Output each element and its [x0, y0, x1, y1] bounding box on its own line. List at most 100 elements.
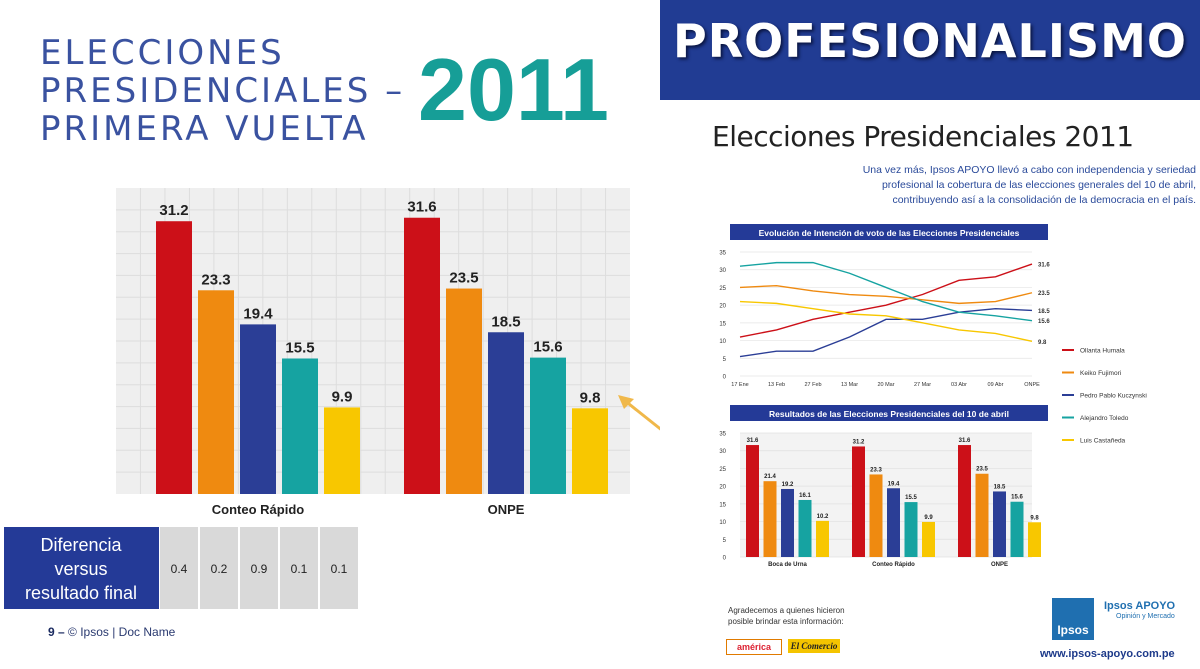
diff-value: 0.1 — [331, 562, 348, 576]
small-bar-value: 31.6 — [747, 438, 759, 444]
small-bar-value: 18.5 — [994, 484, 1006, 490]
line-xtick: 03 Abr — [951, 382, 967, 388]
diff-value: 0.2 — [211, 562, 228, 576]
difference-table: Diferencia versus resultado final 0.4 0.2 0.9… — [4, 527, 358, 609]
main-bar-chart: 31.2 23.3 19.4 15.5 9.9 Conteo Rápido 31.6 23.5… — [116, 188, 630, 517]
title-line-1: ELECCIONES — [40, 33, 285, 73]
group-label: ONPE — [488, 502, 525, 517]
line-series-3 — [739, 261, 1033, 322]
small-bar-value: 31.6 — [959, 438, 971, 444]
line-chart-title-bar — [730, 224, 1048, 240]
small-bar-1-0 — [852, 446, 865, 557]
small-bar-0-1 — [763, 481, 777, 557]
bar-conteo-1 — [198, 290, 234, 494]
bar-onpe-0 — [404, 217, 440, 494]
small-bar-ytick: 10 — [719, 520, 726, 526]
legend: Ollanta Humala Keiko Fujimori Pedro Pablo … — [1062, 348, 1147, 445]
bar-onpe-2 — [488, 332, 524, 494]
line-series-1 — [739, 284, 1033, 305]
small-bar-value: 9.8 — [1030, 515, 1039, 521]
diff-value-cell — [160, 527, 198, 609]
diff-header-line: versus — [54, 559, 107, 579]
banner: PROFESIONALISMO — [660, 0, 1200, 100]
small-bar-group-label: Boca de Urna — [768, 562, 807, 568]
small-bar-2-2 — [993, 491, 1006, 557]
bar-conteo-4 — [324, 407, 360, 494]
small-bar-2-1 — [975, 473, 989, 557]
line-ytick: 20 — [719, 304, 726, 310]
line-xtick: 09 Abr — [988, 382, 1004, 388]
line-ytick: 30 — [719, 268, 726, 274]
small-bar-value: 16.1 — [799, 493, 811, 499]
ipsos-logo: Ipsos — [1052, 598, 1094, 640]
small-bar-1-4 — [922, 521, 935, 557]
line-end-label: 23.5 — [1038, 291, 1050, 297]
small-bar-ytick: 0 — [723, 556, 727, 562]
line-ytick: 10 — [719, 339, 726, 345]
diff-value: 0.9 — [251, 562, 268, 576]
legend-label: Luis Castañeda — [1080, 438, 1126, 445]
small-bar-ytick: 30 — [719, 449, 726, 455]
small-bar-group-label: ONPE — [991, 562, 1008, 568]
page-number: 9 – — [48, 625, 65, 639]
line-ytick: 35 — [719, 251, 726, 257]
right-intro: Una vez más, Ipsos APOYO llevó a cabo co… — [862, 164, 1196, 206]
small-bar-1-2 — [887, 488, 900, 557]
small-bar-value: 15.5 — [905, 495, 917, 501]
america-logo: américa — [726, 639, 782, 655]
title-year: 2011 — [418, 40, 609, 139]
legend-label: Alejandro Toledo — [1080, 415, 1129, 422]
small-bar-ytick: 5 — [723, 538, 727, 544]
line-xtick: 17 Ene — [731, 382, 748, 388]
apoyo-subtitle: Opinión y Mercado — [1116, 613, 1175, 620]
line-end-label: 31.6 — [1038, 263, 1050, 269]
line-xtick: 27 Mar — [914, 382, 931, 388]
diff-value-cell — [200, 527, 238, 609]
line-xtick: 13 Mar — [841, 382, 858, 388]
small-bar-0-2 — [781, 488, 794, 557]
legend-label: Ollanta Humala — [1080, 348, 1125, 355]
small-bar-value: 9.9 — [924, 515, 933, 521]
thanks-text: Agradecemos a quienes hicieron posible b… — [728, 606, 845, 626]
small-bar-2-4 — [1028, 522, 1041, 557]
diff-value-cell — [240, 527, 278, 609]
title-line-2: PRESIDENCIALES – — [40, 71, 406, 111]
small-bar-value: 15.6 — [1011, 495, 1023, 501]
small-bar-0-4 — [816, 520, 829, 557]
banner-text: PROFESIONALISMO — [673, 14, 1187, 68]
line-xtick: 13 Feb — [768, 382, 785, 388]
slide-title: ELECCIONES PRESIDENCIALES – PRIMERA VUEL… — [40, 34, 405, 148]
small-bar-title: Resultados de las Elecciones Presidencia… — [769, 409, 1009, 419]
small-bar-group-label: Conteo Rápido — [872, 562, 915, 568]
legend-label: Pedro Pablo Kuczynski — [1080, 393, 1147, 400]
line-end-label: 9.8 — [1038, 340, 1047, 346]
right-page: PROFESIONALISMO Elecciones Presidenciale… — [660, 0, 1200, 669]
line-ytick: 15 — [719, 321, 726, 327]
bar-onpe-3 — [530, 357, 566, 494]
diff-value: 0.1 — [291, 562, 308, 576]
small-bar-ytick: 35 — [719, 432, 726, 438]
line-end-label: 18.5 — [1038, 309, 1050, 315]
line-series-0 — [739, 263, 1033, 338]
bar-onpe-4 — [572, 408, 608, 494]
bar-value-label: 23.5 — [449, 270, 478, 287]
small-bar-1-3 — [904, 502, 918, 557]
line-ytick: 0 — [723, 375, 727, 381]
small-bar-chart: Resultados de las Elecciones Presidencia… — [719, 405, 1048, 568]
bar-onpe-1 — [446, 288, 482, 494]
bar-conteo-2 — [240, 324, 276, 494]
small-bar-value: 10.2 — [817, 514, 829, 520]
apoyo-logo: Ipsos APOYO — [1104, 600, 1176, 612]
footer: 9 – © Ipsos | Doc Name — [48, 625, 175, 639]
bar-value-label: 23.3 — [201, 271, 230, 288]
bar-value-label: 31.6 — [407, 199, 436, 216]
diff-value: 0.4 — [171, 562, 188, 576]
line-xtick: 20 Mar — [877, 382, 894, 388]
line-end-label: 15.6 — [1038, 319, 1050, 325]
footer-text: © Ipsos | Doc Name — [68, 625, 176, 639]
diff-header-cell — [4, 527, 159, 609]
diff-value-cell — [280, 527, 318, 609]
small-bar-value: 21.4 — [764, 474, 776, 480]
line-ytick: 25 — [719, 286, 726, 292]
small-bar-value: 23.5 — [976, 467, 988, 473]
